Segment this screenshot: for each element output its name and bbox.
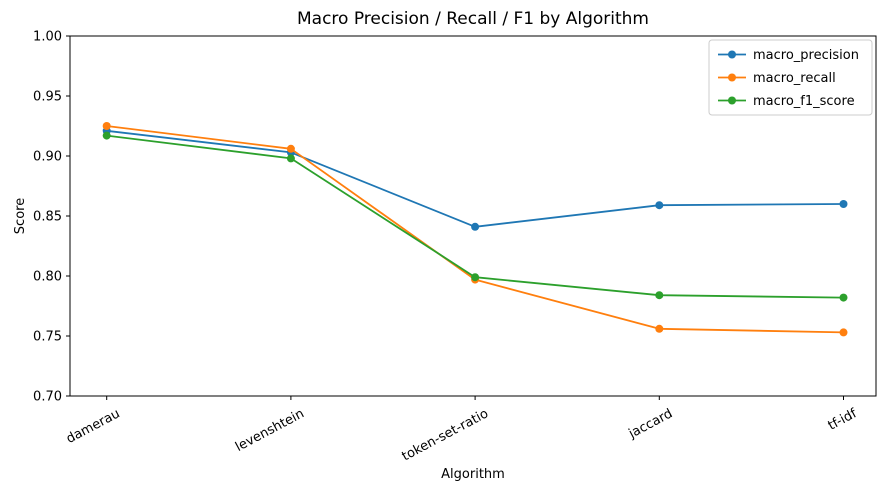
legend-marker-macro_recall xyxy=(728,73,736,82)
y-tick-label: 0.95 xyxy=(33,90,62,105)
y-tick-label: 1.00 xyxy=(33,30,62,45)
data-point-macro_recall-jaccard xyxy=(655,324,664,333)
data-point-macro_f1_score-damerau xyxy=(102,131,111,140)
y-axis-label: Score xyxy=(13,198,28,234)
x-axis-label: Algorithm xyxy=(441,467,505,482)
data-point-macro_recall-tf-idf xyxy=(839,328,848,337)
legend-label-macro_recall: macro_recall xyxy=(753,71,836,86)
legend-label-macro_precision: macro_precision xyxy=(753,48,859,63)
x-tick-label-levenshtein: levenshtein xyxy=(233,406,307,455)
x-tick-label-token-set-ratio: token-set-ratio xyxy=(400,406,491,464)
y-tick-label: 0.70 xyxy=(33,390,62,405)
data-point-macro_precision-token-set-ratio xyxy=(471,222,480,231)
data-point-macro_f1_score-token-set-ratio xyxy=(471,273,480,282)
y-tick-label: 0.85 xyxy=(33,210,62,225)
legend: macro_precision macro_recall macro_f1_scor… xyxy=(708,39,873,116)
y-tick-label: 0.75 xyxy=(33,330,62,345)
data-point-macro_f1_score-levenshtein xyxy=(286,154,295,163)
legend-marker-macro_f1_score xyxy=(728,96,736,105)
data-point-macro_f1_score-jaccard xyxy=(655,291,664,300)
x-tick-label-tf-idf: tf-idf xyxy=(826,406,860,434)
legend-marker-macro_precision xyxy=(728,50,736,59)
chart-title: Macro Precision / Recall / F1 by Algorit… xyxy=(297,9,649,29)
data-point-macro_precision-jaccard xyxy=(655,201,664,210)
data-point-macro_recall-levenshtein xyxy=(286,144,295,153)
x-tick-label-jaccard: jaccard xyxy=(626,406,676,442)
series-line-macro_precision xyxy=(106,129,844,228)
legend-box xyxy=(708,39,873,116)
data-point-macro_recall-damerau xyxy=(102,122,111,130)
data-point-macro_f1_score-tf-idf xyxy=(839,293,848,302)
data-point-macro_precision-tf-idf xyxy=(839,200,848,208)
y-tick-label: 0.80 xyxy=(33,270,62,285)
x-tick-label-damerau: damerau xyxy=(64,406,123,447)
y-tick-label: 0.90 xyxy=(33,150,62,165)
legend-label-macro_f1_score: macro_f1_score xyxy=(753,94,855,109)
